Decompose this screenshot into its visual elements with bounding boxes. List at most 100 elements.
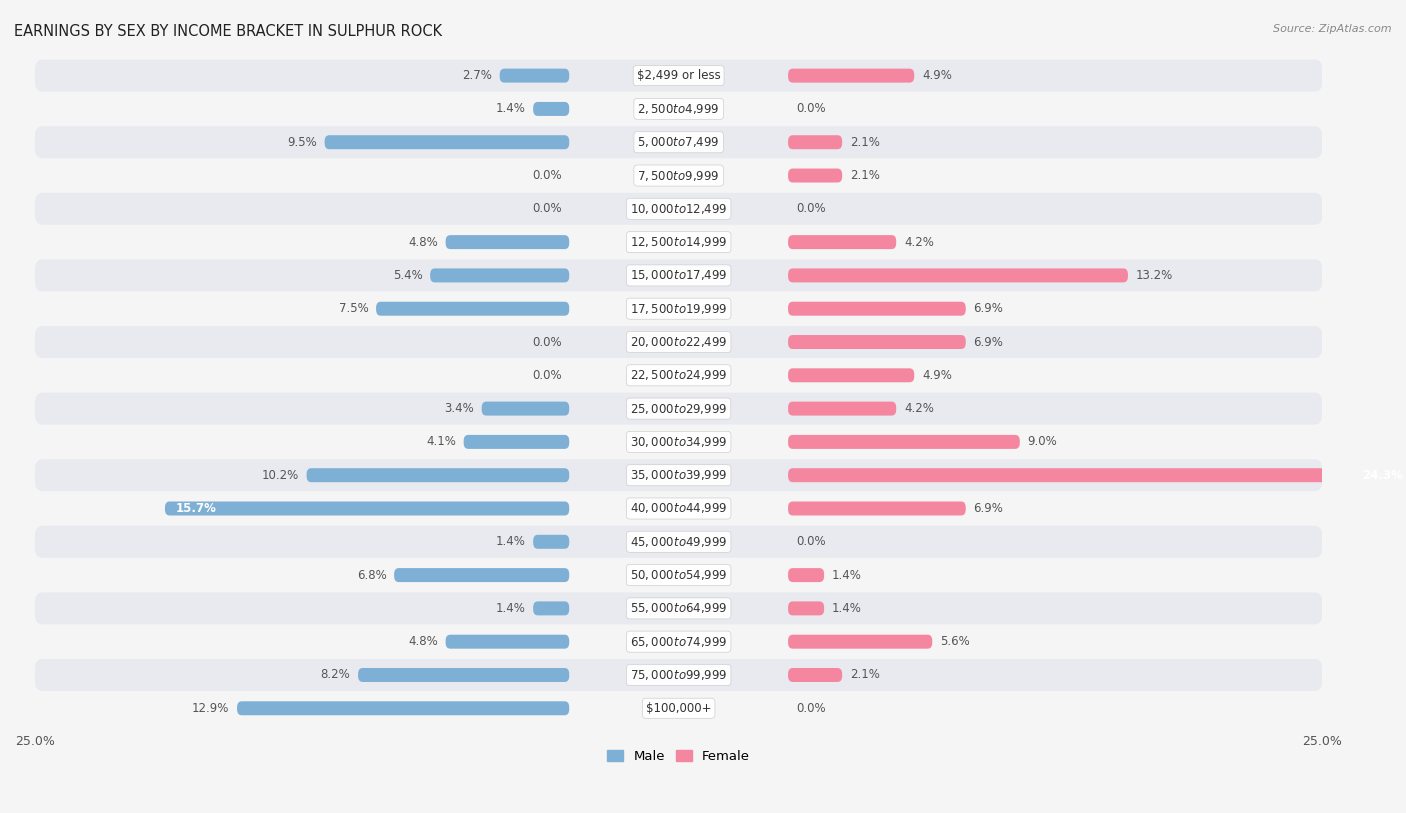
Text: 15.7%: 15.7% — [176, 502, 217, 515]
Text: $20,000 to $22,499: $20,000 to $22,499 — [630, 335, 727, 349]
FancyBboxPatch shape — [35, 226, 1323, 258]
Text: 0.0%: 0.0% — [796, 102, 825, 115]
Text: 9.0%: 9.0% — [1028, 436, 1057, 449]
FancyBboxPatch shape — [35, 626, 1323, 658]
FancyBboxPatch shape — [482, 402, 569, 415]
Text: $7,500 to $9,999: $7,500 to $9,999 — [637, 168, 720, 183]
Text: Source: ZipAtlas.com: Source: ZipAtlas.com — [1274, 24, 1392, 34]
FancyBboxPatch shape — [789, 435, 1019, 449]
Text: 8.2%: 8.2% — [321, 668, 350, 681]
Text: 4.9%: 4.9% — [922, 69, 952, 82]
FancyBboxPatch shape — [35, 93, 1323, 125]
FancyBboxPatch shape — [789, 335, 966, 349]
FancyBboxPatch shape — [325, 135, 569, 150]
Text: $22,500 to $24,999: $22,500 to $24,999 — [630, 368, 727, 382]
Text: 2.1%: 2.1% — [849, 136, 880, 149]
Text: $10,000 to $12,499: $10,000 to $12,499 — [630, 202, 727, 215]
FancyBboxPatch shape — [789, 402, 896, 415]
FancyBboxPatch shape — [446, 635, 569, 649]
Text: $30,000 to $34,999: $30,000 to $34,999 — [630, 435, 727, 449]
Text: 1.4%: 1.4% — [495, 602, 526, 615]
FancyBboxPatch shape — [35, 159, 1323, 192]
Text: $2,500 to $4,999: $2,500 to $4,999 — [637, 102, 720, 116]
FancyBboxPatch shape — [789, 368, 914, 382]
Text: 5.4%: 5.4% — [392, 269, 422, 282]
Text: 4.9%: 4.9% — [922, 369, 952, 382]
Text: 0.0%: 0.0% — [796, 535, 825, 548]
FancyBboxPatch shape — [35, 193, 1323, 225]
FancyBboxPatch shape — [238, 702, 569, 715]
Text: $12,500 to $14,999: $12,500 to $14,999 — [630, 235, 727, 249]
Text: $75,000 to $99,999: $75,000 to $99,999 — [630, 668, 727, 682]
Text: $15,000 to $17,499: $15,000 to $17,499 — [630, 268, 727, 282]
FancyBboxPatch shape — [359, 668, 569, 682]
Text: EARNINGS BY SEX BY INCOME BRACKET IN SULPHUR ROCK: EARNINGS BY SEX BY INCOME BRACKET IN SUL… — [14, 24, 441, 39]
Text: 6.9%: 6.9% — [973, 336, 1004, 349]
Text: 3.4%: 3.4% — [444, 402, 474, 415]
FancyBboxPatch shape — [35, 293, 1323, 324]
Text: 4.8%: 4.8% — [408, 635, 437, 648]
Text: 0.0%: 0.0% — [531, 169, 561, 182]
FancyBboxPatch shape — [35, 659, 1323, 691]
FancyBboxPatch shape — [35, 559, 1323, 591]
Text: $17,500 to $19,999: $17,500 to $19,999 — [630, 302, 727, 315]
FancyBboxPatch shape — [35, 593, 1323, 624]
Text: 0.0%: 0.0% — [531, 369, 561, 382]
FancyBboxPatch shape — [35, 459, 1323, 491]
FancyBboxPatch shape — [35, 426, 1323, 458]
Text: $35,000 to $39,999: $35,000 to $39,999 — [630, 468, 727, 482]
FancyBboxPatch shape — [789, 135, 842, 150]
FancyBboxPatch shape — [375, 302, 569, 315]
FancyBboxPatch shape — [533, 102, 569, 116]
FancyBboxPatch shape — [789, 235, 896, 249]
Legend: Male, Female: Male, Female — [602, 746, 755, 769]
Text: $100,000+: $100,000+ — [645, 702, 711, 715]
Text: 9.5%: 9.5% — [287, 136, 316, 149]
FancyBboxPatch shape — [430, 268, 569, 282]
Text: 5.6%: 5.6% — [941, 635, 970, 648]
FancyBboxPatch shape — [35, 59, 1323, 92]
Text: 6.9%: 6.9% — [973, 302, 1004, 315]
FancyBboxPatch shape — [533, 602, 569, 615]
FancyBboxPatch shape — [533, 535, 569, 549]
FancyBboxPatch shape — [307, 468, 569, 482]
FancyBboxPatch shape — [499, 68, 569, 83]
FancyBboxPatch shape — [789, 302, 966, 315]
FancyBboxPatch shape — [35, 693, 1323, 724]
Text: $2,499 or less: $2,499 or less — [637, 69, 720, 82]
Text: $25,000 to $29,999: $25,000 to $29,999 — [630, 402, 727, 415]
Text: 4.1%: 4.1% — [426, 436, 456, 449]
Text: 1.4%: 1.4% — [495, 535, 526, 548]
Text: 0.0%: 0.0% — [531, 336, 561, 349]
FancyBboxPatch shape — [789, 568, 824, 582]
FancyBboxPatch shape — [35, 526, 1323, 558]
Text: 6.9%: 6.9% — [973, 502, 1004, 515]
Text: 0.0%: 0.0% — [796, 702, 825, 715]
Text: $40,000 to $44,999: $40,000 to $44,999 — [630, 502, 727, 515]
Text: 10.2%: 10.2% — [262, 469, 299, 481]
Text: 2.1%: 2.1% — [849, 668, 880, 681]
FancyBboxPatch shape — [35, 326, 1323, 358]
FancyBboxPatch shape — [446, 235, 569, 249]
FancyBboxPatch shape — [789, 468, 1406, 482]
Text: 13.2%: 13.2% — [1136, 269, 1173, 282]
FancyBboxPatch shape — [789, 168, 842, 182]
Text: $5,000 to $7,499: $5,000 to $7,499 — [637, 135, 720, 150]
Text: 2.1%: 2.1% — [849, 169, 880, 182]
Text: $55,000 to $64,999: $55,000 to $64,999 — [630, 602, 727, 615]
Text: 4.2%: 4.2% — [904, 402, 934, 415]
FancyBboxPatch shape — [789, 502, 966, 515]
Text: 6.8%: 6.8% — [357, 568, 387, 581]
Text: 1.4%: 1.4% — [832, 568, 862, 581]
FancyBboxPatch shape — [35, 359, 1323, 391]
Text: 4.2%: 4.2% — [904, 236, 934, 249]
Text: 1.4%: 1.4% — [832, 602, 862, 615]
FancyBboxPatch shape — [789, 68, 914, 83]
Text: $65,000 to $74,999: $65,000 to $74,999 — [630, 635, 727, 649]
FancyBboxPatch shape — [35, 259, 1323, 291]
FancyBboxPatch shape — [35, 493, 1323, 524]
FancyBboxPatch shape — [35, 393, 1323, 424]
Text: $45,000 to $49,999: $45,000 to $49,999 — [630, 535, 727, 549]
Text: 24.3%: 24.3% — [1362, 469, 1403, 481]
Text: 0.0%: 0.0% — [531, 202, 561, 215]
